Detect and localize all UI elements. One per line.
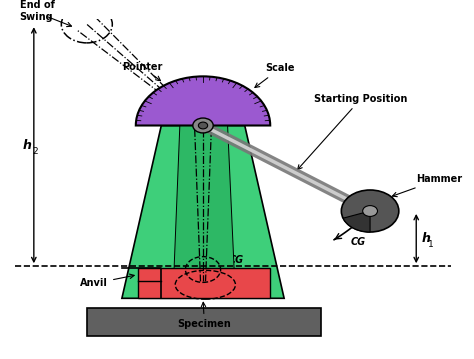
Text: End of
Swing: End of Swing xyxy=(19,0,55,22)
Text: Pointer: Pointer xyxy=(122,62,162,81)
Text: Scale: Scale xyxy=(255,63,295,88)
Circle shape xyxy=(363,206,377,216)
Text: Anvil: Anvil xyxy=(80,274,134,288)
Bar xyxy=(87,308,321,336)
Polygon shape xyxy=(173,126,236,298)
Text: Specimen: Specimen xyxy=(178,302,231,329)
Circle shape xyxy=(193,118,213,133)
Bar xyxy=(138,268,270,298)
Text: CG: CG xyxy=(351,237,366,247)
Text: Hammer: Hammer xyxy=(392,174,463,197)
Text: 1: 1 xyxy=(428,240,434,249)
Wedge shape xyxy=(136,76,270,126)
Circle shape xyxy=(341,190,399,232)
Text: h: h xyxy=(23,139,31,152)
Text: CG: CG xyxy=(228,255,244,265)
Circle shape xyxy=(199,122,208,129)
Text: 2: 2 xyxy=(33,147,38,156)
Polygon shape xyxy=(122,126,284,298)
Text: h: h xyxy=(422,232,431,245)
Text: Starting Position: Starting Position xyxy=(298,94,408,169)
Wedge shape xyxy=(343,211,370,232)
